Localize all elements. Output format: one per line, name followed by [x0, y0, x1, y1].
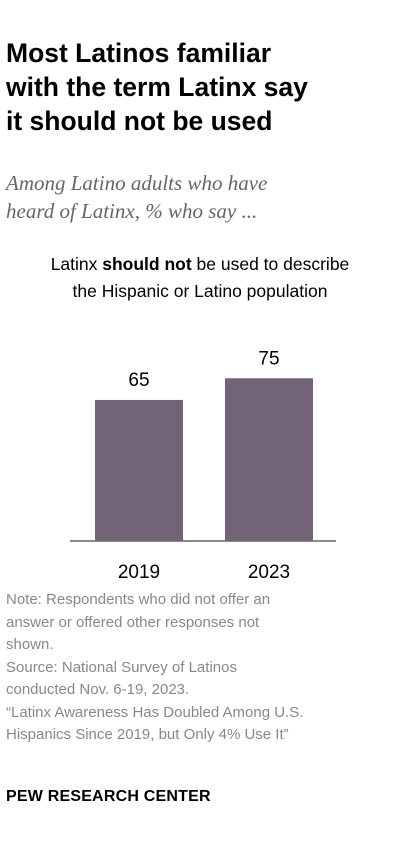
bar-chart: 65 2019 75 2023 — [70, 348, 336, 583]
source-text: Source: National Survey of Latinos condu… — [6, 658, 237, 699]
data-label-2023: 75 — [258, 348, 279, 369]
x-tick-label-2019: 2019 — [118, 562, 160, 583]
footnotes: Note: Respondents who did not offer an a… — [6, 589, 406, 747]
bar-2023 — [225, 378, 313, 541]
note-text: Note: Respondents who did not offer an a… — [6, 591, 271, 653]
chart-heading-emphasis: should not — [102, 254, 192, 274]
x-tick-label-2023: 2023 — [248, 562, 290, 583]
report-title-text: “Latinx Awareness Has Doubled Among U.S.… — [6, 703, 304, 744]
data-label-2019: 65 — [128, 370, 149, 391]
chart-title: Most Latinos familiar with the term Lati… — [6, 38, 308, 136]
chart-subtitle: Among Latino adults who have heard of La… — [6, 171, 268, 223]
bar-2019 — [95, 399, 183, 541]
chart-heading-line-2: the Hispanic or Latino population — [72, 281, 328, 301]
chart-heading-line-1: Latinx should not be used to describe — [0, 251, 400, 278]
chart-heading-text-after: be used to describe — [191, 254, 350, 274]
chart-heading: Latinx should not be used to describe th… — [0, 251, 400, 305]
pew-research-center-logo: PEW RESEARCH CENTER — [6, 788, 211, 805]
chart-heading-text-before: Latinx — [50, 254, 103, 274]
